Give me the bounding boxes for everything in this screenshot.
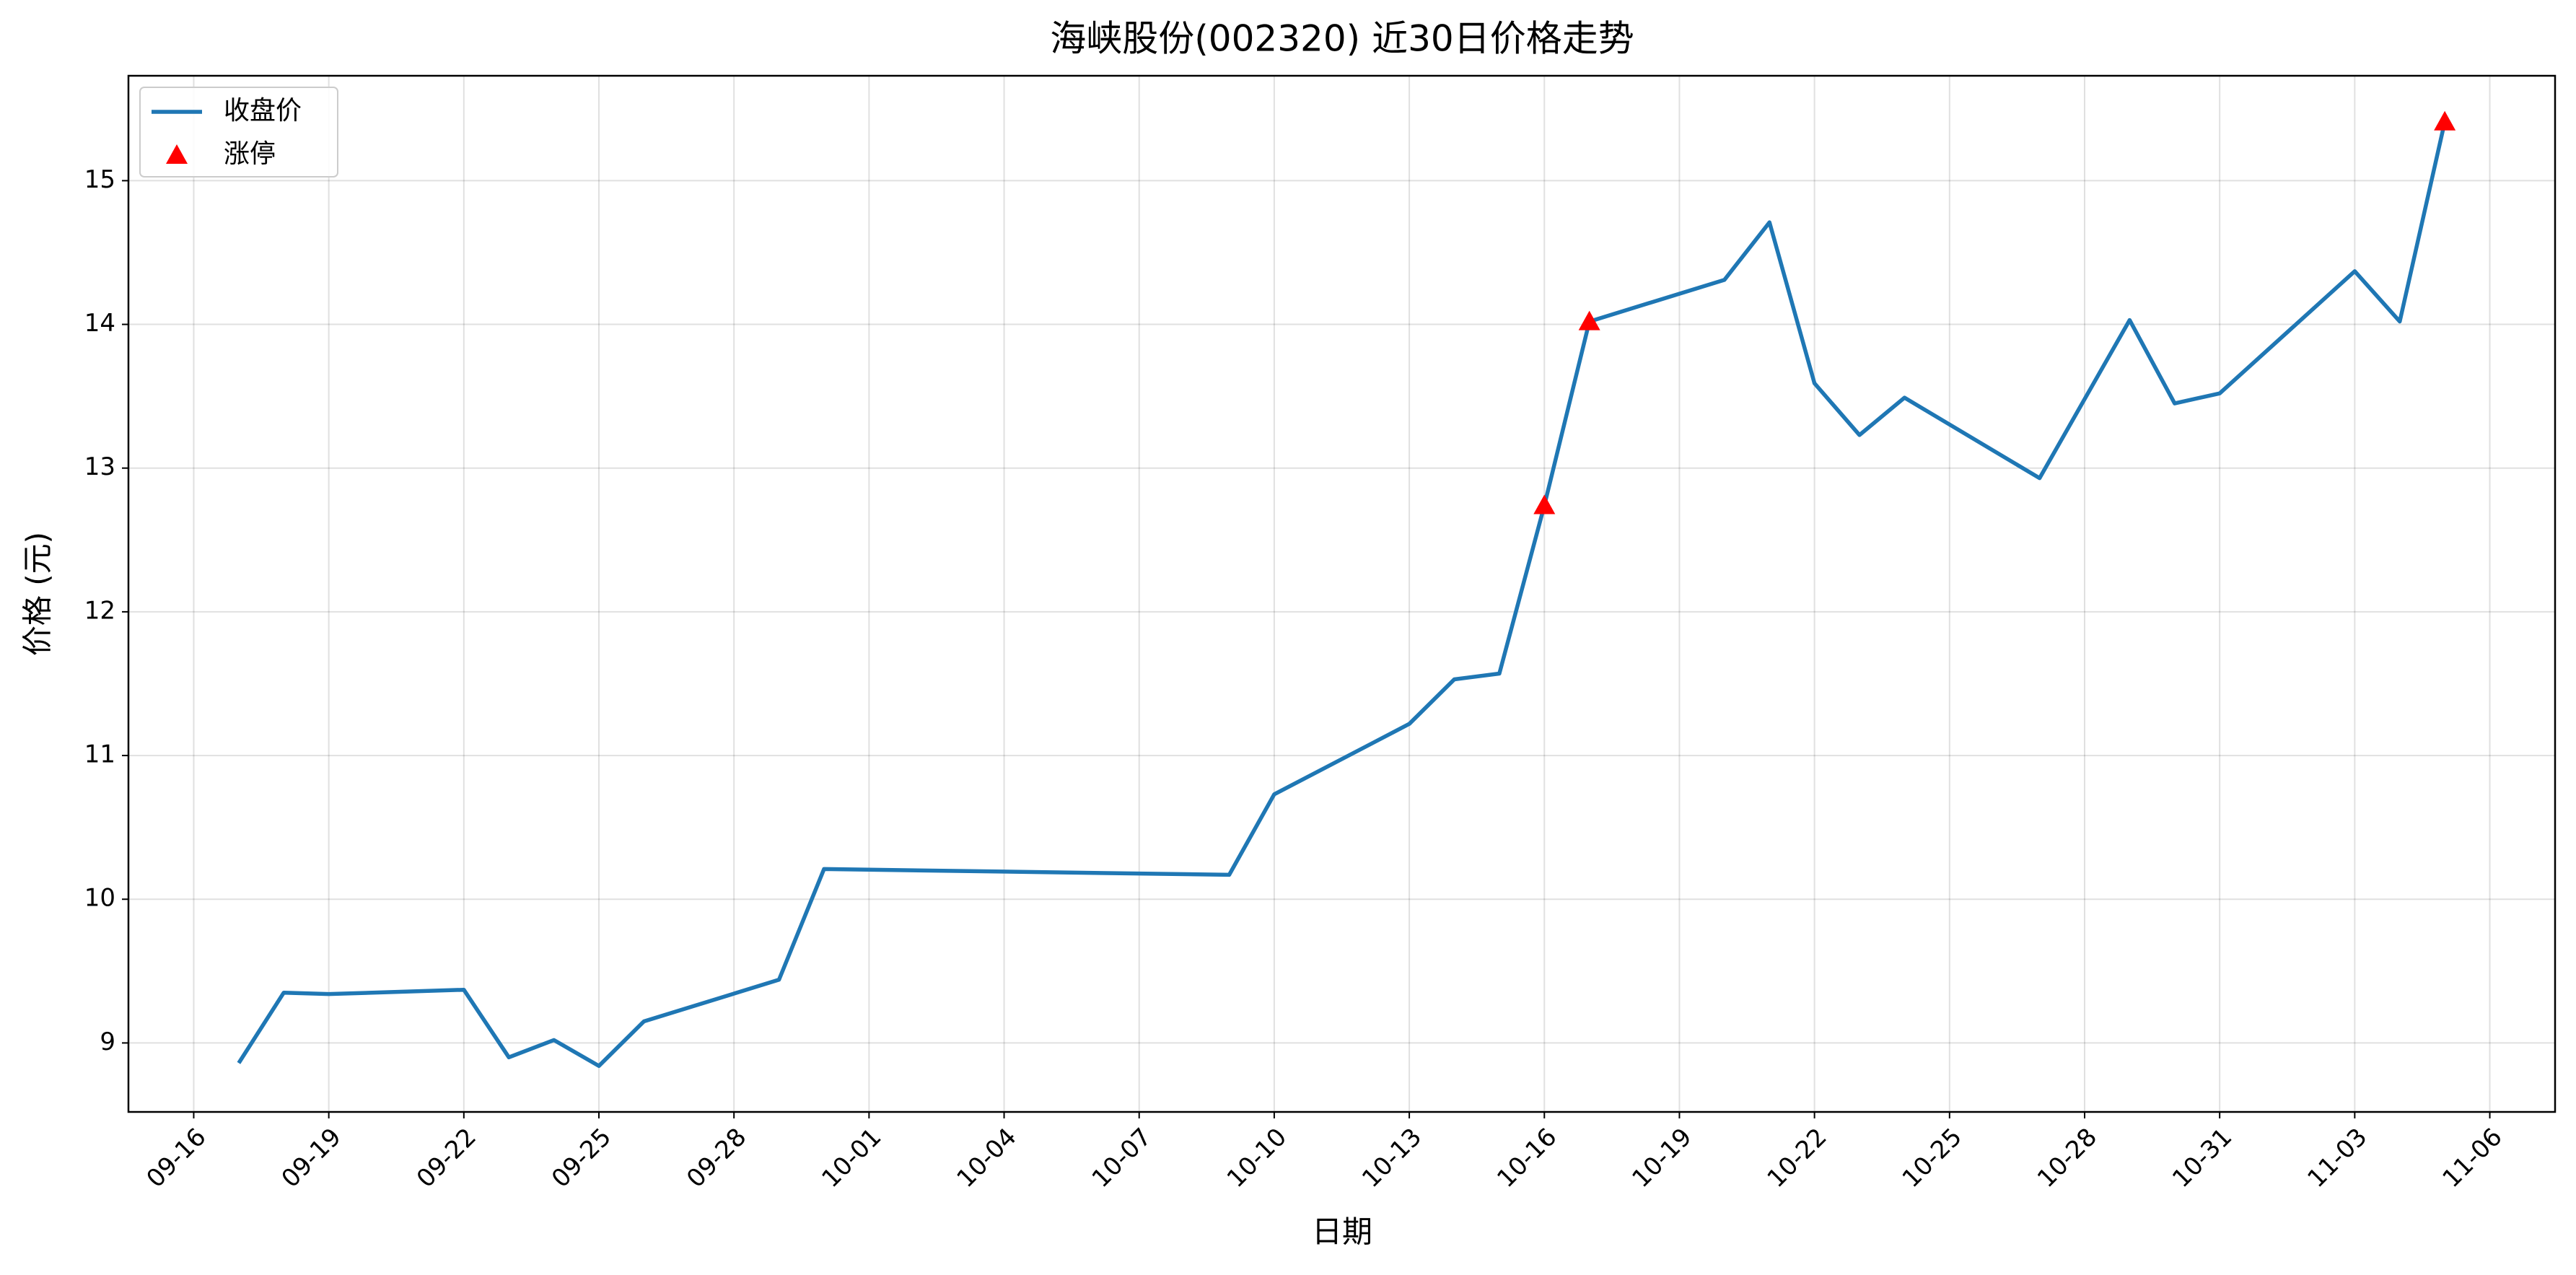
legend-marker	[166, 144, 188, 164]
legend-box	[139, 87, 338, 178]
y-tick-label: 11	[84, 740, 115, 769]
legend-label: 收盘价	[224, 96, 302, 126]
limit-up-marker	[1533, 494, 1556, 514]
limit-up-marker	[1578, 310, 1600, 330]
plot	[237, 110, 2456, 1069]
y-tick-label: 14	[84, 309, 115, 338]
x-axis-label: 日期	[1312, 1214, 1372, 1250]
legend-label: 涨停	[224, 139, 276, 169]
axes-frame	[127, 74, 2557, 1113]
grid	[128, 76, 2555, 1112]
chart-title: 海峡股份(002320) 近30日价格走势	[1050, 18, 1634, 60]
y-tick-label: 15	[84, 165, 115, 194]
limit-up-marker	[2434, 110, 2456, 131]
y-axis-label: 价格 (元)	[20, 532, 56, 656]
y-tick-label: 12	[84, 596, 115, 625]
y-tick-label: 13	[84, 452, 115, 481]
y-tick-label: 9	[100, 1028, 115, 1056]
y-tick-label: 10	[84, 884, 115, 913]
price-line	[237, 121, 2447, 1069]
